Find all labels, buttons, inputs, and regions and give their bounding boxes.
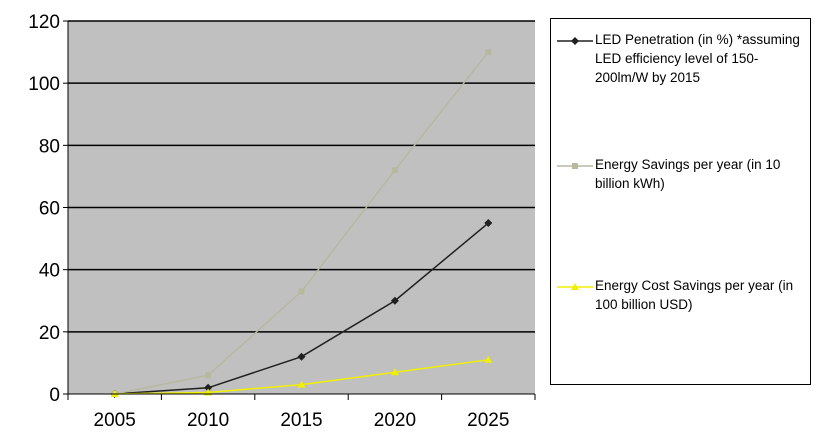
x-tick-labels: 2005 2010 2015 2020 2025 [94, 410, 510, 431]
x-tick-label-2: 2015 [280, 410, 322, 431]
series-2-point-3 [390, 368, 399, 376]
legend-label-led-penetration: LED Penetration (in %) *assuming LED eff… [595, 32, 800, 85]
x-tick-label-3: 2020 [374, 410, 416, 431]
series-layer [110, 49, 493, 398]
x-tick-label-1: 2010 [187, 410, 229, 431]
series-1-point-2 [298, 288, 305, 295]
legend-key-marker-0 [571, 37, 579, 45]
legend-label-energy-cost-savings: Energy Cost Savings per year (in 100 bil… [595, 278, 794, 312]
series-2-point-2 [297, 380, 306, 388]
legend-label-energy-savings: Energy Savings per year (in 10 billion k… [595, 157, 781, 191]
legend-key-marker-1 [572, 163, 578, 169]
y-tick-label-2: 40 [39, 261, 60, 282]
x-tick-label-4: 2025 [467, 410, 509, 431]
gridlines [63, 20, 536, 400]
y-tick-labels: 0 20 40 60 80 100 120 [28, 12, 60, 406]
series-0-point-2 [297, 352, 306, 361]
series-0-point-3 [390, 296, 399, 305]
y-tick-label-1: 20 [39, 323, 60, 344]
legend-key-triangle-icon [557, 283, 593, 290]
series-0-point-1 [204, 383, 213, 392]
x-tick-label-0: 2005 [94, 410, 136, 431]
series-1-point-1 [205, 372, 212, 379]
series-0-point-4 [484, 219, 493, 228]
y-tick-label-4: 80 [39, 136, 60, 157]
series-1-point-4 [485, 49, 492, 56]
legend: LED Penetration (in %) *assuming LED eff… [550, 18, 811, 385]
series-2-point-4 [484, 355, 493, 363]
legend-key-square-icon [557, 163, 593, 169]
series-1-point-3 [391, 167, 398, 174]
y-tick-label-5: 100 [28, 74, 60, 95]
y-tick-label-0: 0 [49, 385, 60, 406]
legend-key-marker-2 [571, 283, 579, 290]
y-tick-label-3: 60 [39, 199, 60, 220]
legend-key-diamond-icon [557, 37, 593, 45]
y-tick-label-6: 120 [28, 12, 60, 33]
